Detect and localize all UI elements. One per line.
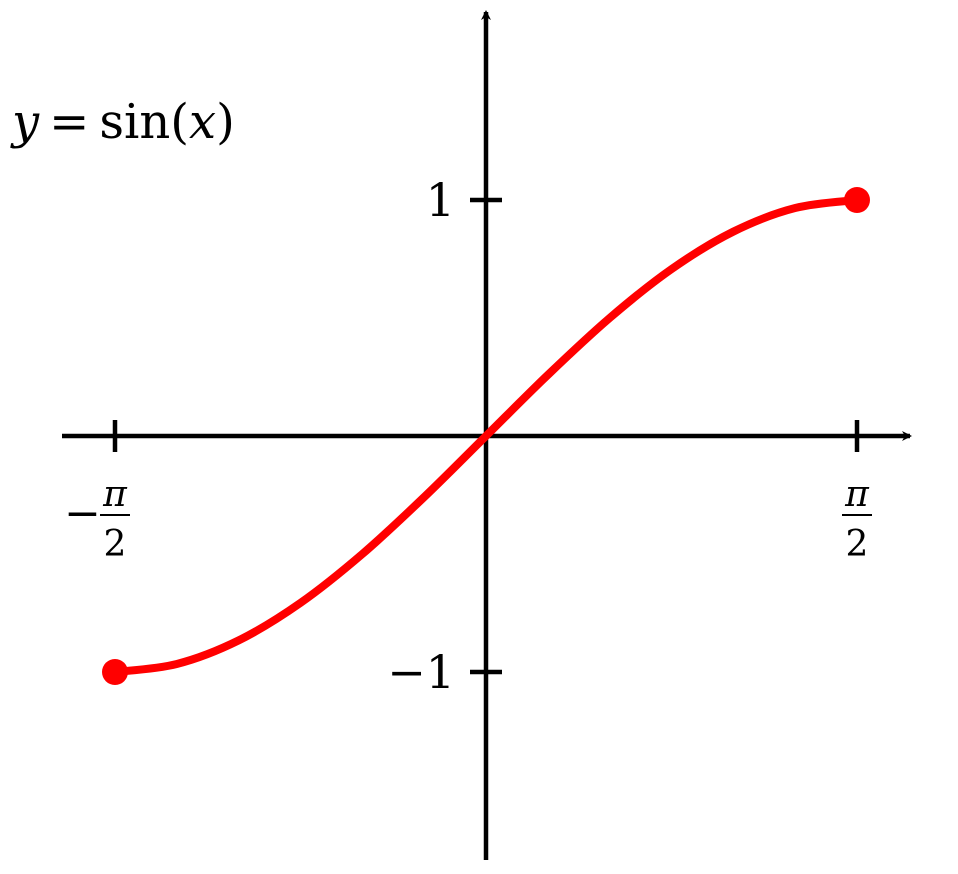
x-tick-denominator: 2 (104, 524, 127, 565)
y-tick-label: −1 (387, 645, 455, 699)
x-tick-numerator: π (102, 474, 128, 515)
x-tick-label: − π 2 (64, 474, 130, 565)
x-tick-numerator: π (844, 474, 870, 515)
x-tick-sign: − (64, 488, 101, 539)
endpoint-marker (844, 187, 870, 213)
chart-title: y = sin(x) (10, 94, 235, 150)
x-tick-label: π2 (842, 474, 872, 565)
y-tick-label: 1 (426, 173, 455, 227)
x-tick-denominator: 2 (846, 524, 869, 565)
endpoint-marker (102, 659, 128, 685)
sine-curve (111, 196, 861, 676)
